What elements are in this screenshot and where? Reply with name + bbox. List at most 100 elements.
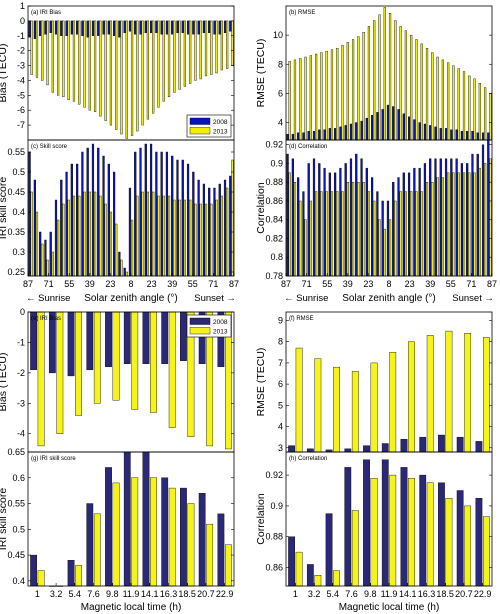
bar-a-2008-23 xyxy=(149,20,153,33)
bar-b-2013-6 xyxy=(320,52,323,141)
bar-b-2008-6 xyxy=(318,129,321,141)
ytick-label: -1 xyxy=(17,31,25,41)
bar-a-2013-9 xyxy=(78,20,81,105)
bar-c-2008-21 xyxy=(139,147,142,277)
bar-d-2013-24 xyxy=(415,191,418,277)
bar-h-2013-5 xyxy=(389,474,397,587)
bar-d-2008-10 xyxy=(339,167,342,277)
bar-c-2008-36 xyxy=(218,183,221,277)
xtick-label: 9.8 xyxy=(364,589,377,599)
x-axis-label: Magnetic local time (h) xyxy=(81,602,182,613)
bar-b-2008-0 xyxy=(286,133,289,141)
bar-e-2013-0 xyxy=(37,311,45,447)
bar-b-2013-26 xyxy=(425,48,429,141)
bar-b-2008-26 xyxy=(423,123,427,141)
xtick-label: 18.5 xyxy=(436,589,454,599)
bar-c-2008-6 xyxy=(60,179,63,277)
bar-c-2013-2 xyxy=(41,243,44,277)
panel-title: (a) IRI Bias xyxy=(31,10,61,16)
bar-c-2008-20 xyxy=(134,151,137,277)
bar-b-2008-3 xyxy=(302,132,305,141)
bar-b-2008-18 xyxy=(381,109,384,141)
bar-b-2013-29 xyxy=(441,59,444,141)
bar-d-2008-28 xyxy=(434,158,437,277)
bar-d-2008-19 xyxy=(386,200,390,277)
bar-a-2013-34 xyxy=(210,20,213,75)
bar-d-2013-35 xyxy=(473,172,476,277)
bar-g-2008-0 xyxy=(30,554,38,587)
bar-g-2013-4 xyxy=(112,482,120,587)
ytick-label: -4 xyxy=(17,429,25,439)
bar-c-2008-38 xyxy=(229,175,232,277)
bar-f-2008-3 xyxy=(344,448,352,453)
bar-d-2013-30 xyxy=(447,172,450,277)
ytick-label: 0.88 xyxy=(265,532,283,542)
bar-g-2008-4 xyxy=(105,467,112,587)
bar-c-2008-5 xyxy=(54,199,58,277)
bar-c-2008-30 xyxy=(186,163,190,277)
bar-b-2008-33 xyxy=(460,131,463,141)
x-axis-label: Magnetic local time (h) xyxy=(339,602,440,613)
bar-a-2013-5 xyxy=(57,20,60,96)
bar-a-2013-1 xyxy=(35,20,39,78)
xtick-label: 39 xyxy=(343,279,353,289)
bar-b-2013-1 xyxy=(293,59,297,141)
bar-c-2008-4 xyxy=(49,231,52,277)
bar-d-2008-16 xyxy=(371,177,374,277)
bar-c-2013-24 xyxy=(157,195,160,277)
ytick-label: 0.6 xyxy=(12,473,25,483)
bar-g-2008-5 xyxy=(123,451,131,587)
bar-c-2013-0 xyxy=(30,191,33,277)
bar-a-2008-11 xyxy=(86,20,89,38)
bar-d-2013-11 xyxy=(346,182,349,277)
bar-c-2008-15 xyxy=(107,163,110,277)
bar-f-2008-6 xyxy=(400,439,408,453)
bar-a-2008-8 xyxy=(70,20,73,35)
bar-c-2013-14 xyxy=(104,203,107,277)
legend-label: 2008 xyxy=(213,119,228,126)
xtick-label: 5.4 xyxy=(69,589,82,599)
xtick-label: 23 xyxy=(105,279,115,289)
xtick-label: 8 xyxy=(386,279,391,289)
bar-a-2013-32 xyxy=(199,20,202,80)
bar-a-2013-37 xyxy=(226,20,229,69)
bar-a-2008-34 xyxy=(208,20,211,33)
xtick-label: 71 xyxy=(302,279,312,289)
bar-a-2008-26 xyxy=(165,20,169,35)
ytick-label: 0.78 xyxy=(265,271,283,281)
x-axis-label: Solar zenith angle (°) xyxy=(84,293,178,304)
panel-title: (g) IRI skill score xyxy=(31,456,76,462)
ytick-label: 0.84 xyxy=(265,215,283,225)
ytick-label: -6 xyxy=(17,105,25,115)
bar-c-2008-12 xyxy=(91,143,95,277)
bar-a-2008-9 xyxy=(76,20,79,35)
bar-d-2013-31 xyxy=(452,172,455,277)
bar-e-2008-5 xyxy=(123,311,131,364)
bar-c-2013-38 xyxy=(231,159,234,277)
bar-f-2008-0 xyxy=(288,445,295,453)
bar-g-2013-8 xyxy=(187,503,195,587)
bar-c-2013-13 xyxy=(99,195,102,277)
xtick-label: 39 xyxy=(167,279,177,289)
bar-d-2008-31 xyxy=(450,158,453,277)
bar-b-2008-4 xyxy=(307,131,310,141)
bar-c-2008-11 xyxy=(86,147,89,277)
bar-a-2013-11 xyxy=(88,20,91,111)
ytick-label: -1 xyxy=(17,337,25,347)
bar-e-2008-2 xyxy=(67,311,75,377)
legend-swatch-2008 xyxy=(189,117,211,125)
bar-a-2013-22 xyxy=(146,20,149,120)
bar-a-2008-37 xyxy=(223,20,227,33)
bar-b-2008-2 xyxy=(297,132,300,141)
panel-title: (c) Skill score xyxy=(31,144,68,150)
bar-c-2008-0 xyxy=(28,151,31,277)
bar-d-2013-8 xyxy=(330,191,334,277)
ytick-label: 0 xyxy=(20,16,25,26)
bar-f-2013-8 xyxy=(445,330,453,453)
bar-g-2013-0 xyxy=(37,570,45,587)
sunset-label: Sunset → xyxy=(194,293,236,304)
bar-a-2008-28 xyxy=(176,20,179,33)
bar-c-2013-26 xyxy=(167,195,171,277)
xtick-label: 87 xyxy=(487,279,497,289)
